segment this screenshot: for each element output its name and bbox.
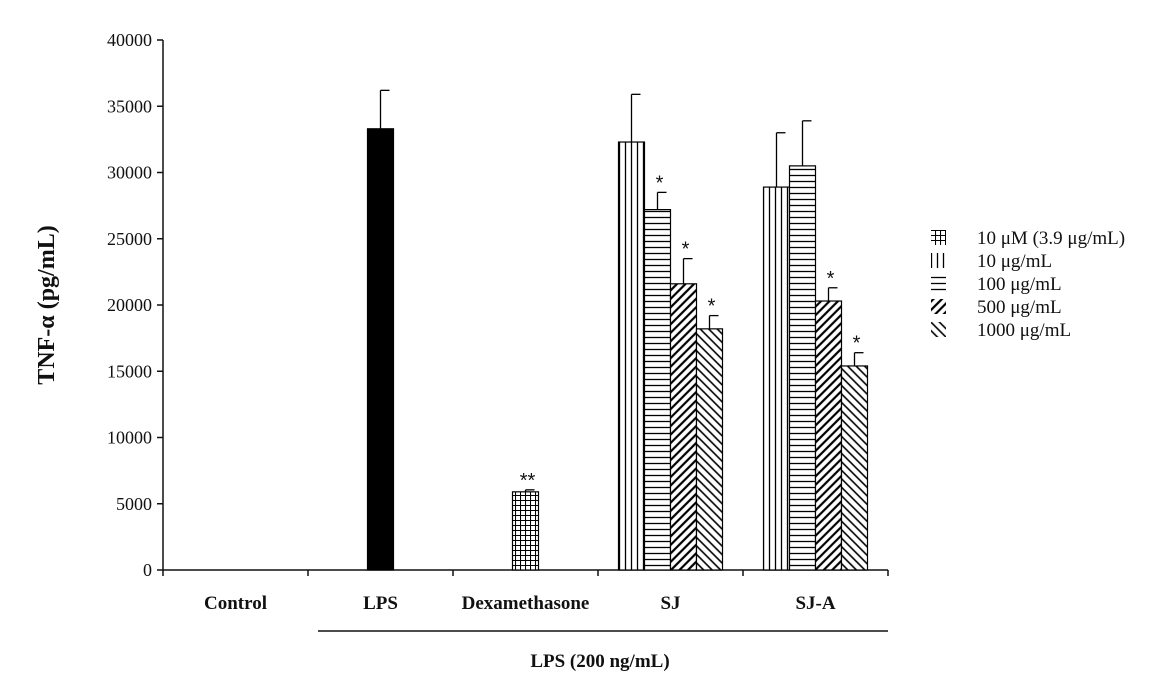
significance-marker: ** [520,470,536,492]
y-tick-label: 35000 [107,96,152,116]
y-tick-label: 30000 [107,163,152,183]
bar-sj-a-2 [788,165,817,571]
y-tick-label: 25000 [107,229,152,249]
y-tick-label: 10000 [107,428,152,448]
legend-swatch-vertical [931,253,946,268]
significance-annotations: ******* [520,172,861,491]
group-label: LPS (200 ng/mL) [530,651,669,672]
significance-marker: * [682,239,690,261]
x-axis: Control LPS Dexamethasone SJ SJ-A [162,569,889,614]
y-tick-label: 20000 [107,295,152,315]
legend-label: 100 μg/mL [977,274,1062,295]
y-tick-label: 0 [143,560,152,580]
x-category-label: SJ-A [795,593,835,614]
legend-label: 10 μg/mL [977,251,1052,272]
y-tick-label: 40000 [107,30,152,50]
y-tick-label: 15000 [107,361,152,381]
significance-marker: * [853,333,861,355]
x-category-label: Control [204,593,267,614]
significance-marker: * [656,172,664,194]
legend-swatch-diag-right [931,299,946,314]
significance-marker: * [827,268,835,290]
x-category-label: LPS [363,593,398,614]
bar-sj-a-4 [840,365,869,571]
legend-swatch-grid [931,230,946,245]
legend-label: 1000 μg/mL [977,320,1071,341]
significance-marker: * [708,296,716,318]
legend-label: 10 μM (3.9 μg/mL) [977,228,1125,249]
y-axis-title: TNF-α (pg/mL) [34,225,60,384]
bar-sj-a-1 [762,186,791,571]
legend-swatch-diag-left [931,322,946,337]
bar-sj-a-3 [814,300,843,571]
bar-sj-1 [617,141,646,571]
legend-swatch-horizontal [931,276,946,291]
y-tick-label: 5000 [116,494,152,514]
y-axis: 0 5000 10000 15000 20000 25000 30000 35000 40000 [107,30,164,580]
x-category-label: SJ [660,593,680,614]
bars [366,128,869,571]
bar-sj-3 [669,283,698,571]
bar-lps-1 [366,128,395,571]
error-bars [379,89,864,492]
bar-dexamethasone-1 [511,491,540,571]
legend-label: 500 μg/mL [977,297,1062,318]
x-category-label: Dexamethasone [462,593,590,614]
bar-sj-4 [695,328,724,571]
bar-sj-2 [643,209,672,571]
